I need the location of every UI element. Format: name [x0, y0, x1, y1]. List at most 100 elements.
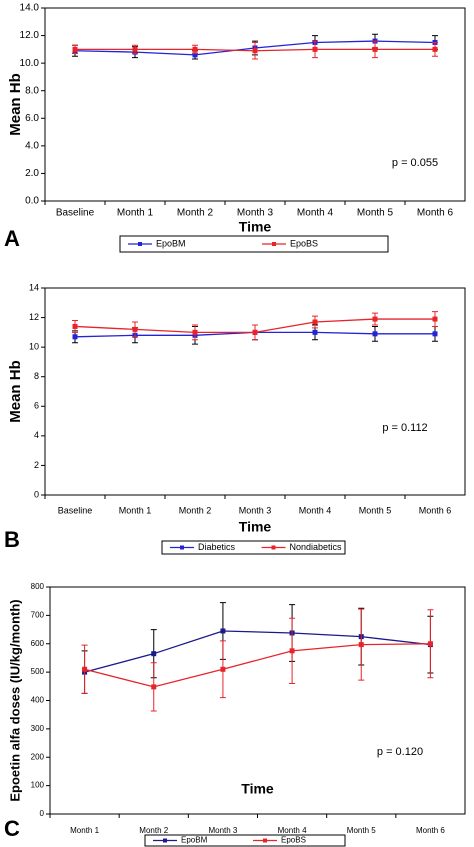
marker [220, 628, 226, 634]
y-tick-label: 6.0 [25, 113, 39, 124]
y-tick-label: 8.0 [25, 85, 39, 96]
marker [192, 46, 198, 52]
marker [82, 666, 88, 672]
legend-box [119, 235, 389, 253]
marker [72, 46, 78, 52]
x-axis-title: Time [239, 219, 272, 235]
x-tick-label: Baseline [58, 505, 93, 515]
x-tick-label: Month 3 [239, 505, 272, 515]
marker [289, 648, 295, 654]
x-tick-label: Month 6 [417, 208, 454, 219]
panel-label: A [4, 226, 20, 251]
marker [312, 46, 318, 52]
marker [372, 46, 378, 52]
y-tick-label: 800 [31, 582, 45, 591]
legend-box [144, 834, 346, 847]
x-tick-label: Month 1 [70, 826, 99, 835]
legend-label: Nondiabetics [290, 542, 343, 552]
marker [151, 684, 157, 690]
legend-label: EpoBM [181, 836, 208, 845]
series-line [84, 643, 431, 688]
y-axis-title: Epoetin alfa doses (IU/kg/month) [7, 599, 22, 801]
y-tick-label: 400 [31, 696, 45, 705]
x-tick-label: Month 5 [347, 826, 376, 835]
legend-label: EpoBM [156, 238, 186, 248]
x-tick-label: Baseline [56, 208, 95, 219]
y-tick-label: 14 [29, 282, 39, 292]
y-tick-label: 700 [31, 610, 45, 619]
marker [427, 641, 433, 647]
x-tick-label: Month 2 [139, 826, 168, 835]
marker [432, 316, 438, 322]
legend-marker [138, 242, 142, 246]
y-tick-label: 200 [31, 752, 45, 761]
x-tick-label: Month 2 [179, 505, 212, 515]
annotation: p = 0.055 [392, 157, 438, 169]
x-tick-label: Month 1 [119, 505, 152, 515]
legend-label: Diabetics [198, 542, 236, 552]
legend-label: EpoBS [281, 836, 306, 845]
y-tick-label: 14.0 [20, 3, 40, 14]
y-tick-label: 8 [34, 371, 39, 381]
x-tick-label: Month 4 [278, 826, 307, 835]
x-tick-label: Month 3 [208, 826, 237, 835]
y-tick-label: 600 [31, 639, 45, 648]
legend-label: EpoBS [290, 238, 318, 248]
marker [312, 319, 318, 325]
marker [432, 46, 438, 52]
y-tick-label: 10 [29, 342, 39, 352]
x-tick-label: Month 5 [359, 505, 392, 515]
marker [252, 48, 258, 54]
marker [252, 329, 258, 335]
x-tick-label: Month 4 [299, 505, 332, 515]
marker [132, 326, 138, 332]
y-tick-label: 6 [34, 401, 39, 411]
marker [192, 329, 198, 335]
x-tick-label: Month 6 [419, 505, 452, 515]
legend-box [161, 540, 346, 555]
annotation: p = 0.120 [377, 746, 423, 758]
marker [151, 651, 157, 657]
y-tick-label: 12 [29, 312, 39, 322]
legend-marker [163, 838, 167, 843]
y-tick-label: 0 [40, 809, 45, 818]
series-line [84, 630, 431, 673]
legend-marker [180, 545, 184, 550]
x-tick-label: Month 6 [416, 826, 445, 835]
y-tick-label: 2.0 [25, 168, 39, 179]
y-tick-label: 2 [34, 460, 39, 470]
y-tick-label: 500 [31, 667, 45, 676]
legend-marker [272, 242, 276, 246]
y-tick-label: 0.0 [25, 196, 39, 207]
x-tick-label: Month 3 [237, 208, 274, 219]
x-tick-label: Month 4 [297, 208, 334, 219]
marker [220, 666, 226, 672]
y-tick-label: 300 [31, 724, 45, 733]
x-axis-title: Time [239, 519, 272, 535]
plot-frame [44, 7, 466, 202]
marker [192, 52, 198, 58]
legend-marker [263, 838, 267, 843]
x-axis-title: Time [241, 781, 274, 797]
plot-frame [44, 287, 466, 496]
marker [372, 316, 378, 322]
marker [358, 642, 364, 648]
x-tick-label: Month 1 [117, 208, 154, 219]
y-tick-label: 0 [34, 489, 39, 499]
marker [72, 334, 78, 340]
y-tick-label: 100 [31, 781, 45, 790]
marker [432, 331, 438, 337]
y-axis-title: Mean Hb [7, 73, 24, 136]
marker [372, 331, 378, 337]
x-tick-label: Month 2 [177, 208, 214, 219]
legend-marker [271, 545, 276, 550]
y-tick-label: 10.0 [20, 58, 40, 69]
panel-label: B [4, 527, 20, 552]
marker [132, 46, 138, 52]
y-axis-title: Mean Hb [7, 360, 24, 423]
annotation: p = 0.112 [382, 422, 427, 434]
marker [72, 323, 78, 329]
panel-label: C [4, 816, 20, 841]
marker [312, 329, 318, 335]
